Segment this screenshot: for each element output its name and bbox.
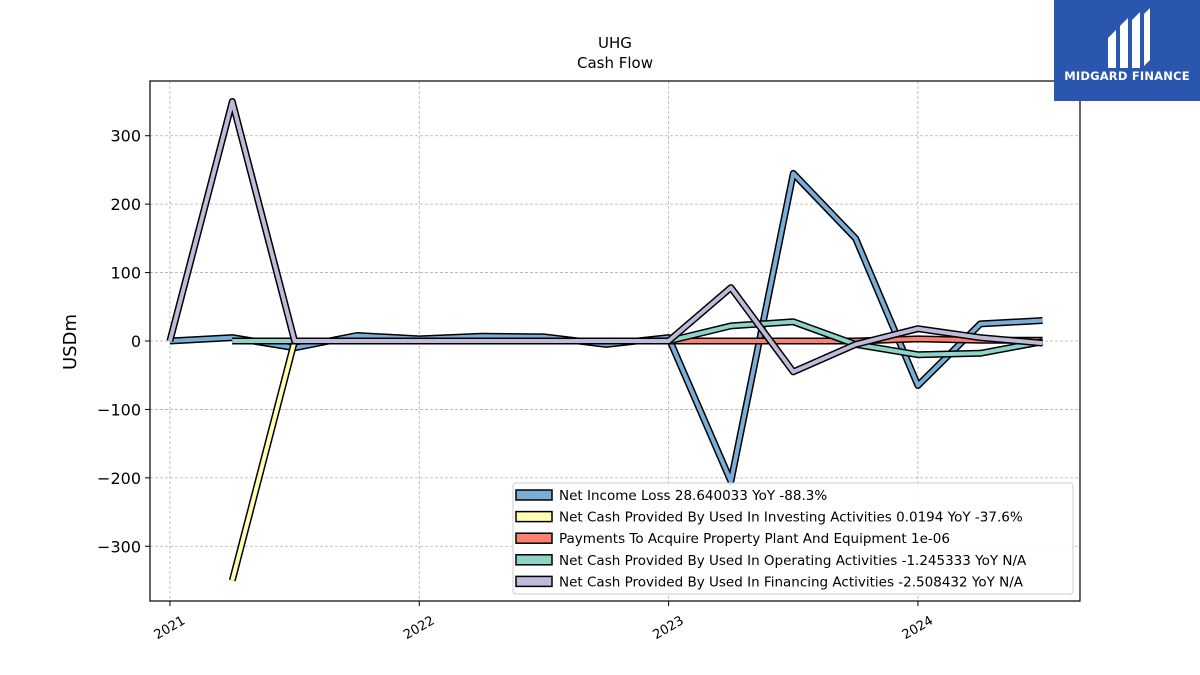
y-axis-label: USDm: [60, 314, 81, 370]
y-tick-label: 300: [110, 127, 141, 146]
x-axis: 2021 2022 2023 2024: [152, 601, 936, 643]
legend-entry: Net Income Loss 28.640033 YoY -88.3%: [559, 488, 827, 504]
legend-swatch: [515, 575, 553, 588]
legend-entry: Payments To Acquire Property Plant And E…: [559, 531, 950, 547]
chart-title: UHG: [598, 34, 632, 52]
series-layer: [166, 98, 1044, 582]
y-tick-label: −300: [97, 537, 141, 556]
y-tick-label: −100: [97, 400, 141, 419]
legend-swatch: [515, 554, 553, 566]
chart-subtitle: Cash Flow: [577, 54, 653, 72]
legend: Net Income Loss 28.640033 YoY -88.3% Net …: [512, 482, 1074, 595]
brand-name: MIDGARD FINANCE: [1064, 69, 1190, 83]
x-tick-label: 2024: [900, 613, 936, 643]
series-line-2: [230, 340, 297, 582]
legend-entry: Net Cash Provided By Used In Investing A…: [559, 510, 1023, 526]
y-tick-label: −200: [97, 469, 141, 488]
brand-mark-icon: [1108, 8, 1150, 68]
x-tick-label: 2022: [401, 613, 437, 643]
legend-swatch: [515, 489, 553, 501]
legend-swatch: [515, 510, 553, 523]
x-tick-label: 2023: [650, 613, 686, 643]
series-line-5: [167, 99, 1043, 374]
legend-entry: Net Cash Provided By Used In Financing A…: [559, 574, 1024, 590]
x-tick-label: 2021: [152, 613, 188, 643]
y-axis: 300 200 100 0 −100 −200 −300: [97, 127, 150, 556]
legend-swatch: [515, 532, 553, 544]
legend-entry: Net Cash Provided By Used In Operating A…: [559, 553, 1027, 569]
y-tick-label: 0: [131, 332, 141, 351]
brand-logo: MIDGARD FINANCE: [1054, 0, 1200, 101]
y-tick-label: 200: [110, 195, 141, 214]
legend-box: [512, 482, 1074, 595]
y-tick-label: 100: [110, 264, 141, 283]
